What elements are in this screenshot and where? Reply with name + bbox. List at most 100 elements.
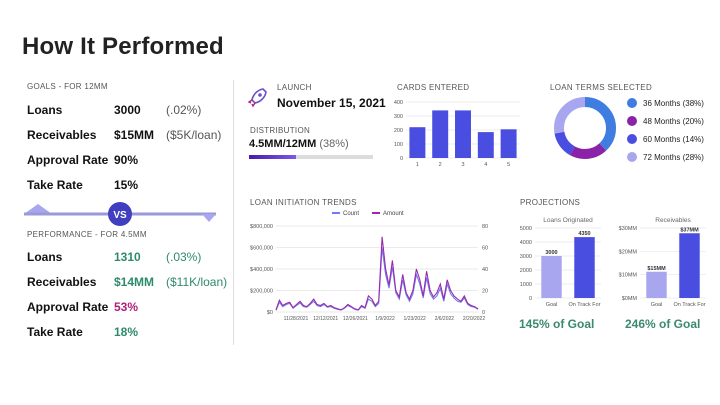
launch-label: LAUNCH [277, 83, 312, 92]
y-tick-label: 400 [394, 100, 403, 106]
y-left-tick-label: $800,000 [250, 224, 273, 230]
vs-divider: VS [24, 202, 216, 226]
amount-series-line [275, 236, 479, 311]
x-tick-label: 1/23/2022 [404, 316, 426, 322]
goal-metric-name: Take Rate [27, 178, 83, 192]
performance-metric-value: 1310 [114, 250, 141, 264]
bar-value-label: 4350 [578, 231, 590, 237]
y-right-tick-label: 20 [482, 289, 488, 295]
goal-metric-value: $15MM [114, 128, 155, 142]
goal-metric-name: Receivables [27, 128, 97, 142]
goals-section-label: GOALS - FOR 12MM [27, 82, 108, 91]
legend-swatch [627, 98, 637, 108]
bar [409, 127, 426, 158]
legend-label: 36 Months (38%) [643, 98, 704, 108]
distribution-amount: 4.5MM/12MM [249, 138, 317, 150]
legend-item: 36 Months (38%) [627, 94, 704, 112]
x-tick-label: 2/6/2022 [435, 316, 455, 322]
y-left-tick-label: $400,000 [250, 267, 273, 273]
legend-label: 60 Months (14%) [643, 134, 704, 144]
projections-label: PROJECTIONS [520, 198, 581, 207]
goal-metric-value: 15% [114, 178, 139, 192]
loan-terms-label: LOAN TERMS SELECTED [550, 83, 653, 92]
rocket-icon [247, 88, 267, 108]
bar-value-label: 3000 [545, 250, 557, 256]
x-tick-label: On Track For [673, 302, 705, 308]
performance-metric-value: 53% [114, 300, 139, 314]
x-tick-label: 12/12/2021 [313, 316, 338, 322]
projection-bar [679, 233, 700, 298]
x-tick-label: 1/9/2022 [375, 316, 395, 322]
x-tick-label: 3 [461, 162, 464, 168]
projection-bar [541, 256, 562, 298]
cards-entered-chart: 0 100 200 300 400 1 2 3 4 5 [394, 100, 520, 168]
performance-metric-note: (.03%) [166, 250, 202, 264]
loan-terms-legend: 36 Months (38%) 48 Months (20%) 60 Months … [627, 94, 704, 166]
goal-metric-name: Approval Rate [27, 153, 109, 167]
x-tick-label: Goal [546, 302, 558, 308]
legend-swatch [627, 152, 637, 162]
projection-bar [646, 271, 667, 298]
goal-metric-note: ($5K/loan) [166, 128, 222, 142]
receivables-goal-percent: 246% of Goal [625, 317, 701, 331]
bar-value-label: $15MM [647, 266, 666, 272]
projection-bar [574, 237, 595, 298]
legend-label: 48 Months (20%) [643, 116, 704, 126]
performance-metric-value: $14MM [114, 275, 155, 289]
y-tick-label: $0MM [622, 296, 638, 302]
loans-goal-percent: 145% of Goal [519, 317, 595, 331]
projection-title: Receivables [655, 217, 691, 224]
trends-label: LOAN INITIATION TRENDS [250, 198, 357, 207]
launch-date: November 15, 2021 [277, 96, 386, 110]
distribution-value: 4.5MM/12MM (38%) [249, 138, 349, 150]
cards-entered-label: CARDS ENTERED [397, 83, 470, 92]
page-title: How It Performed [22, 33, 224, 60]
donut-slice [554, 97, 616, 159]
y-tick-label: 200 [394, 128, 403, 134]
y-tick-label: 100 [394, 142, 403, 148]
performance-metric-name: Receivables [27, 275, 97, 289]
x-tick-label: 11/28/2021 [284, 316, 309, 322]
legend-item: 60 Months (14%) [627, 130, 704, 148]
y-tick-label: 0 [400, 156, 403, 162]
performance-metric-name: Approval Rate [27, 300, 109, 314]
legend-item: 48 Months (20%) [627, 112, 704, 130]
y-tick-label: $30MM [619, 226, 638, 232]
bar [477, 132, 494, 158]
bar [432, 110, 449, 158]
x-tick-label: 2 [439, 162, 442, 168]
loan-terms-donut [554, 97, 616, 159]
y-tick-label: $20MM [619, 249, 638, 255]
goal-metric-value: 90% [114, 153, 139, 167]
goal-metric-value: 3000 [114, 103, 141, 117]
legend-label: 72 Months (28%) [643, 152, 704, 162]
loans-originated-chart: Loans Originated 0 1000 2000 3000 4000 5000 300… [520, 217, 601, 308]
goal-metric-name: Loans [27, 103, 63, 117]
bar-value-label: $37MM [680, 227, 699, 233]
y-right-tick-label: 0 [482, 310, 485, 316]
legend-label: Count [343, 211, 359, 217]
performance-section-label: PERFORMANCE - FOR 4.5MM [27, 230, 147, 239]
x-tick-label: 1 [416, 162, 419, 168]
bar [455, 110, 471, 158]
goal-metric-note: (.02%) [166, 103, 202, 117]
column-divider [233, 80, 234, 345]
distribution-label: DISTRIBUTION [250, 126, 311, 135]
performance-metric-name: Loans [27, 250, 63, 264]
goal-marker-icon [24, 204, 52, 214]
y-right-tick-label: 60 [482, 246, 488, 252]
performance-metric-note: ($11K/loan) [166, 275, 228, 289]
performance-metric-value: 18% [114, 325, 139, 339]
x-tick-label: 4 [484, 162, 487, 168]
performance-metric-name: Take Rate [27, 325, 83, 339]
projection-title: Loans Originated [543, 217, 593, 224]
y-tick-label: 0 [529, 296, 532, 302]
x-tick-label: On Track For [568, 302, 600, 308]
legend-item: 72 Months (28%) [627, 148, 704, 166]
receivables-projection-chart: Receivables $0MM $10MM $20MM $30MM $15MM Goal $… [619, 217, 706, 308]
y-tick-label: 5000 [520, 226, 532, 232]
count-series-line [275, 247, 479, 311]
x-tick-label: 12/26/2021 [343, 316, 368, 322]
legend-label: Amount [383, 211, 404, 217]
vs-badge [108, 202, 132, 226]
